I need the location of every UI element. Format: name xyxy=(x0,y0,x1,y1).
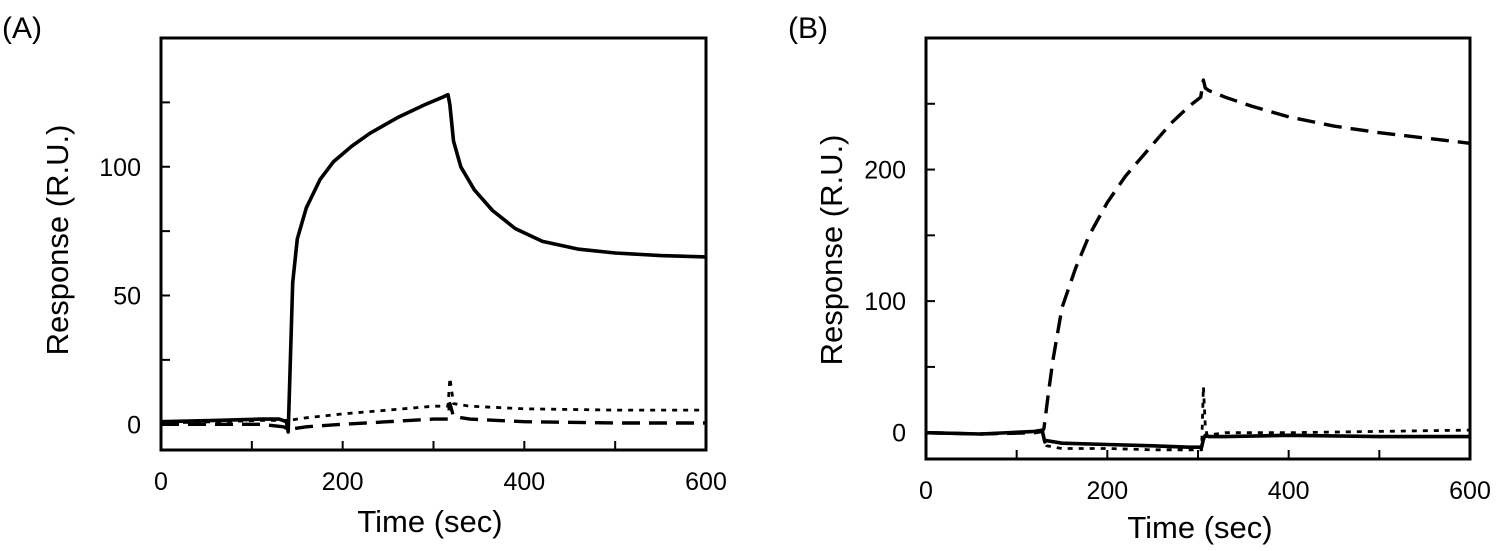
panel-a-series-solid xyxy=(160,92,707,434)
panel-b: (B) Response (R.U.) Time (sec) 0 200 400 60… xyxy=(788,12,1491,545)
panel-b-y-tick-label: 0 xyxy=(892,420,906,448)
panel-b-x-tick-label: 200 xyxy=(1086,477,1128,505)
panel-b-y-tick-label: 100 xyxy=(864,288,906,316)
panel-b-series-dashed xyxy=(925,78,1471,436)
panel-a-y-tick-label: 50 xyxy=(113,283,141,311)
panel-a-y-tick-label: 100 xyxy=(99,154,141,182)
panel-a-x-tick-label: 600 xyxy=(685,468,727,496)
panel-a: (A) Response (R.U.) Time (sec) 0 200 400 60… xyxy=(2,12,727,539)
panel-b-xlabel: Time (sec) xyxy=(1127,510,1272,545)
panel-a-x-tick-label: 200 xyxy=(322,468,364,496)
panel-b-x-tick-label: 400 xyxy=(1268,477,1310,505)
panel-a-x-tick-label: 400 xyxy=(503,468,545,496)
panel-a-series-dotted xyxy=(160,376,706,425)
panel-a-series-dashed xyxy=(161,401,706,432)
panel-b-series-dotted xyxy=(925,385,1471,452)
panel-b-y-tick-label: 200 xyxy=(864,157,906,185)
panel-b-label: (B) xyxy=(788,12,828,45)
panel-a-ylabel: Response (R.U.) xyxy=(40,125,75,356)
panel-a-plot: 0 200 400 600 0 50 100 xyxy=(99,36,727,496)
panel-b-x-tick-label: 0 xyxy=(919,477,933,505)
panel-b-plot: 0 200 400 600 0 100 200 xyxy=(864,36,1491,505)
panel-b-ylabel: Response (R.U.) xyxy=(814,135,849,366)
panel-b-x-tick-label: 600 xyxy=(1449,477,1491,505)
panel-a-x-tick-label: 0 xyxy=(154,468,168,496)
panel-a-label: (A) xyxy=(2,12,42,45)
panel-a-y-tick-label: 0 xyxy=(127,411,141,439)
panel-a-xlabel: Time (sec) xyxy=(357,504,502,539)
